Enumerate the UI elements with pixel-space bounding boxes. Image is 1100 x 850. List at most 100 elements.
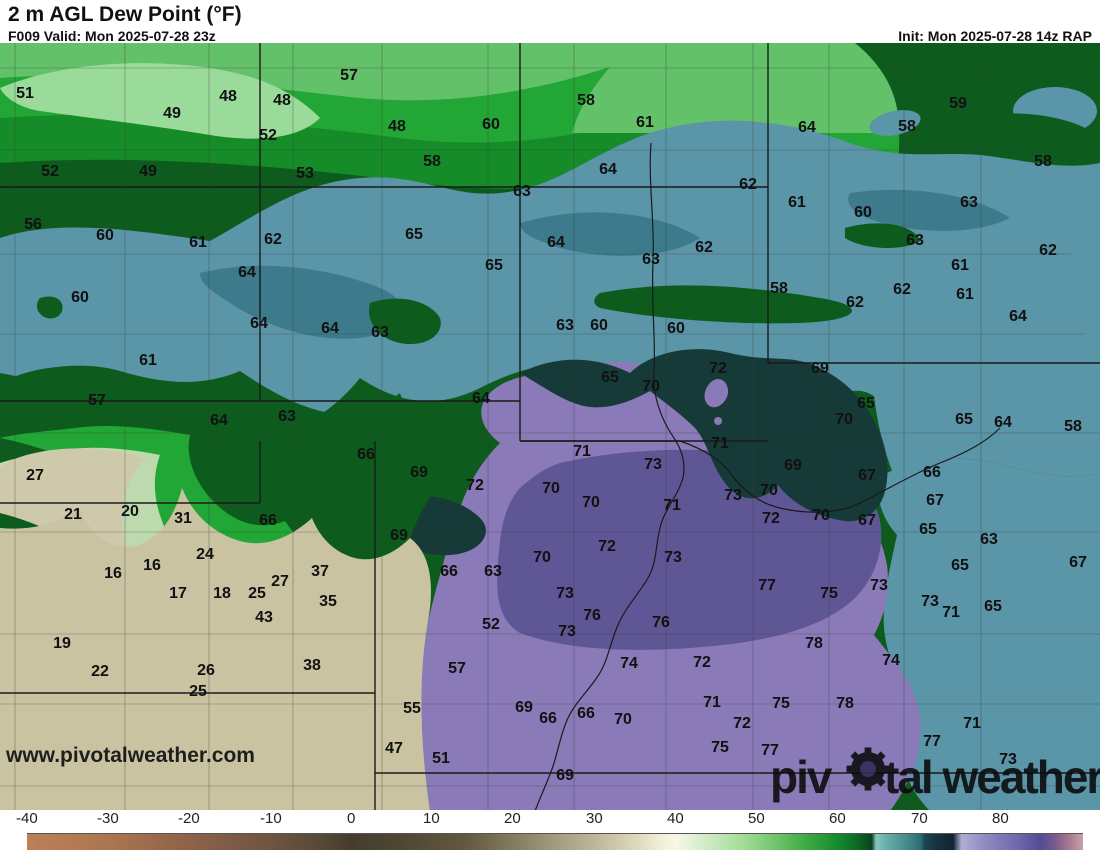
svg-text:58: 58 bbox=[1064, 418, 1082, 435]
svg-text:27: 27 bbox=[271, 573, 289, 590]
svg-text:70: 70 bbox=[542, 480, 560, 497]
svg-text:22: 22 bbox=[91, 663, 109, 680]
svg-text:62: 62 bbox=[1039, 242, 1057, 259]
svg-text:69: 69 bbox=[410, 464, 428, 481]
svg-text:58: 58 bbox=[577, 92, 595, 109]
svg-text:63: 63 bbox=[642, 251, 660, 268]
svg-text:69: 69 bbox=[784, 457, 802, 474]
svg-text:75: 75 bbox=[711, 739, 729, 756]
svg-text:24: 24 bbox=[196, 546, 214, 563]
svg-text:20: 20 bbox=[121, 503, 139, 520]
svg-text:63: 63 bbox=[960, 194, 978, 211]
svg-text:63: 63 bbox=[513, 183, 531, 200]
svg-text:64: 64 bbox=[210, 412, 228, 429]
svg-text:67: 67 bbox=[1069, 554, 1087, 571]
svg-text:64: 64 bbox=[994, 414, 1012, 431]
svg-text:60: 60 bbox=[854, 204, 872, 221]
svg-text:65: 65 bbox=[485, 257, 503, 274]
svg-text:66: 66 bbox=[577, 705, 595, 722]
svg-text:55: 55 bbox=[403, 700, 421, 717]
svg-text:48: 48 bbox=[388, 118, 406, 135]
svg-text:76: 76 bbox=[652, 614, 670, 631]
svg-text:60: 60 bbox=[71, 289, 89, 306]
svg-text:69: 69 bbox=[556, 767, 574, 784]
svg-text:59: 59 bbox=[949, 95, 967, 112]
svg-text:64: 64 bbox=[238, 264, 256, 281]
svg-text:63: 63 bbox=[371, 324, 389, 341]
svg-text:71: 71 bbox=[663, 497, 681, 514]
svg-text:66: 66 bbox=[259, 512, 277, 529]
svg-text:51: 51 bbox=[432, 750, 450, 767]
svg-text:67: 67 bbox=[926, 492, 944, 509]
svg-text:tal weather: tal weather bbox=[884, 751, 1100, 803]
svg-text:53: 53 bbox=[296, 165, 314, 182]
svg-text:65: 65 bbox=[951, 557, 969, 574]
svg-text:62: 62 bbox=[695, 239, 713, 256]
svg-text:58: 58 bbox=[770, 280, 788, 297]
svg-text:60: 60 bbox=[96, 227, 114, 244]
svg-text:72: 72 bbox=[709, 360, 727, 377]
svg-text:62: 62 bbox=[893, 281, 911, 298]
svg-text:26: 26 bbox=[197, 662, 215, 679]
svg-text:63: 63 bbox=[906, 232, 924, 249]
svg-text:63: 63 bbox=[556, 317, 574, 334]
svg-text:75: 75 bbox=[772, 695, 790, 712]
svg-text:52: 52 bbox=[259, 127, 277, 144]
svg-text:65: 65 bbox=[984, 598, 1002, 615]
svg-text:62: 62 bbox=[264, 231, 282, 248]
svg-text:37: 37 bbox=[311, 563, 329, 580]
svg-text:61: 61 bbox=[636, 114, 654, 131]
svg-text:57: 57 bbox=[448, 660, 466, 677]
svg-text:72: 72 bbox=[762, 510, 780, 527]
svg-text:64: 64 bbox=[472, 390, 490, 407]
svg-text:70: 70 bbox=[582, 494, 600, 511]
svg-text:69: 69 bbox=[811, 360, 829, 377]
svg-text:52: 52 bbox=[41, 163, 59, 180]
svg-text:66: 66 bbox=[539, 710, 557, 727]
svg-text:71: 71 bbox=[703, 694, 721, 711]
svg-text:27: 27 bbox=[26, 467, 44, 484]
svg-text:73: 73 bbox=[724, 487, 742, 504]
svg-text:74: 74 bbox=[882, 652, 900, 669]
svg-text:35: 35 bbox=[319, 593, 337, 610]
svg-text:38: 38 bbox=[303, 657, 321, 674]
svg-text:70: 70 bbox=[760, 482, 778, 499]
svg-text:49: 49 bbox=[163, 105, 181, 122]
svg-text:70: 70 bbox=[642, 378, 660, 395]
svg-text:66: 66 bbox=[357, 446, 375, 463]
svg-text:70: 70 bbox=[533, 549, 551, 566]
svg-text:74: 74 bbox=[620, 655, 638, 672]
svg-text:72: 72 bbox=[693, 654, 711, 671]
svg-text:63: 63 bbox=[278, 408, 296, 425]
svg-text:58: 58 bbox=[1034, 153, 1052, 170]
svg-text:70: 70 bbox=[835, 411, 853, 428]
svg-text:70: 70 bbox=[614, 711, 632, 728]
svg-text:73: 73 bbox=[664, 549, 682, 566]
svg-text:66: 66 bbox=[923, 464, 941, 481]
svg-text:58: 58 bbox=[423, 153, 441, 170]
svg-text:77: 77 bbox=[761, 742, 779, 759]
svg-text:19: 19 bbox=[53, 635, 71, 652]
svg-text:73: 73 bbox=[556, 585, 574, 602]
svg-text:17: 17 bbox=[169, 585, 187, 602]
svg-text:73: 73 bbox=[870, 577, 888, 594]
svg-text:48: 48 bbox=[219, 88, 237, 105]
svg-text:64: 64 bbox=[250, 315, 268, 332]
svg-text:51: 51 bbox=[16, 85, 34, 102]
svg-text:58: 58 bbox=[898, 118, 916, 135]
svg-text:www.pivotalweather.com: www.pivotalweather.com bbox=[5, 744, 255, 767]
svg-text:61: 61 bbox=[951, 257, 969, 274]
svg-text:49: 49 bbox=[139, 163, 157, 180]
svg-text:61: 61 bbox=[788, 194, 806, 211]
svg-text:65: 65 bbox=[601, 369, 619, 386]
svg-text:76: 76 bbox=[583, 607, 601, 624]
svg-text:78: 78 bbox=[805, 635, 823, 652]
svg-text:60: 60 bbox=[590, 317, 608, 334]
svg-text:67: 67 bbox=[858, 512, 876, 529]
svg-text:25: 25 bbox=[248, 585, 266, 602]
svg-text:73: 73 bbox=[999, 751, 1017, 768]
svg-text:64: 64 bbox=[599, 161, 617, 178]
svg-text:21: 21 bbox=[64, 506, 82, 523]
svg-text:63: 63 bbox=[484, 563, 502, 580]
svg-text:67: 67 bbox=[858, 467, 876, 484]
